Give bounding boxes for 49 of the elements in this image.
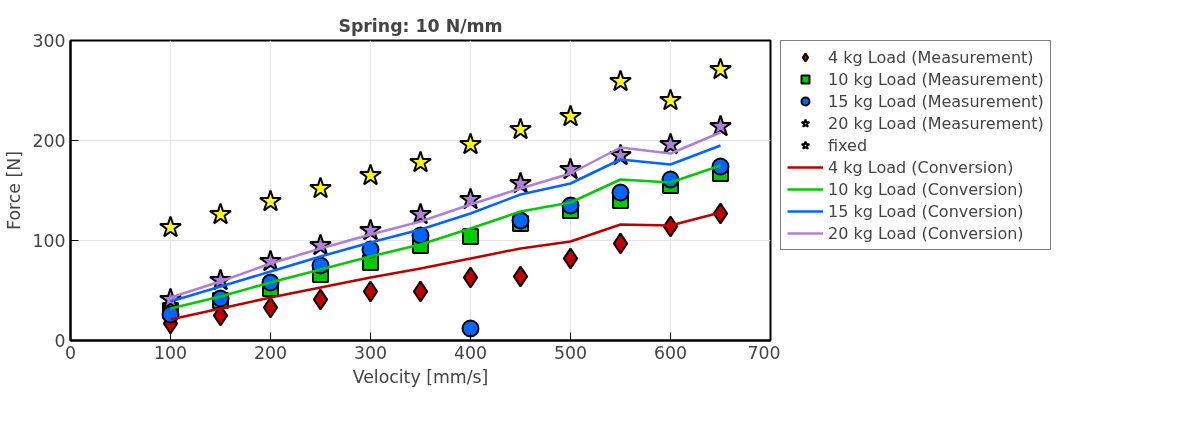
- point: [409, 150, 432, 173]
- x-tick-label: 400: [453, 342, 488, 363]
- point: [312, 288, 329, 311]
- legend-label: 20 kg Load (Conversion): [828, 223, 1024, 243]
- legend-label: 15 kg Load (Measurement): [828, 91, 1044, 111]
- point: [362, 280, 379, 303]
- point: [262, 296, 279, 319]
- point: [611, 183, 630, 202]
- x-axis-title: Velocity [mm/s]: [352, 366, 489, 387]
- point: [509, 117, 532, 140]
- point: [709, 114, 732, 137]
- point: [712, 202, 729, 225]
- point: [659, 88, 682, 111]
- y-tick-label: 300: [32, 31, 66, 51]
- point: [512, 265, 529, 288]
- legend-label: 15 kg Load (Conversion): [828, 201, 1024, 221]
- legend-label: 10 kg Load (Measurement): [828, 69, 1044, 89]
- chart-title: Spring: 10 N/mm: [338, 15, 503, 36]
- point: [462, 266, 479, 289]
- point: [359, 163, 382, 186]
- point: [612, 232, 629, 255]
- point: [461, 319, 480, 338]
- point: [659, 132, 682, 155]
- point: [511, 211, 530, 230]
- x-tick-label: 700: [747, 342, 781, 363]
- x-tick-label: 200: [253, 342, 288, 363]
- x-tick-label: 600: [653, 342, 688, 363]
- point: [562, 247, 579, 270]
- point: [459, 132, 482, 155]
- y-axis-title: Force [N]: [4, 151, 25, 230]
- point: [709, 57, 732, 80]
- legend-label: 10 kg Load (Conversion): [828, 179, 1024, 199]
- legend-label: 4 kg Load (Conversion): [828, 157, 1014, 177]
- point: [209, 202, 232, 225]
- x-tick-label: 300: [353, 342, 388, 363]
- legend-label: 20 kg Load (Measurement): [828, 113, 1044, 133]
- point: [412, 280, 429, 303]
- point: [159, 215, 182, 238]
- point: [609, 69, 632, 92]
- point: [462, 228, 479, 245]
- y-tick-label: 100: [32, 231, 66, 251]
- point: [309, 176, 332, 199]
- legend-label: 4 kg Load (Measurement): [828, 47, 1034, 67]
- point: [259, 189, 282, 212]
- x-tick-label: 100: [153, 342, 188, 363]
- point: [559, 104, 582, 127]
- legend-label: fixed: [828, 135, 868, 155]
- y-tick-label: 200: [32, 131, 66, 151]
- x-tick-label: 500: [553, 342, 588, 363]
